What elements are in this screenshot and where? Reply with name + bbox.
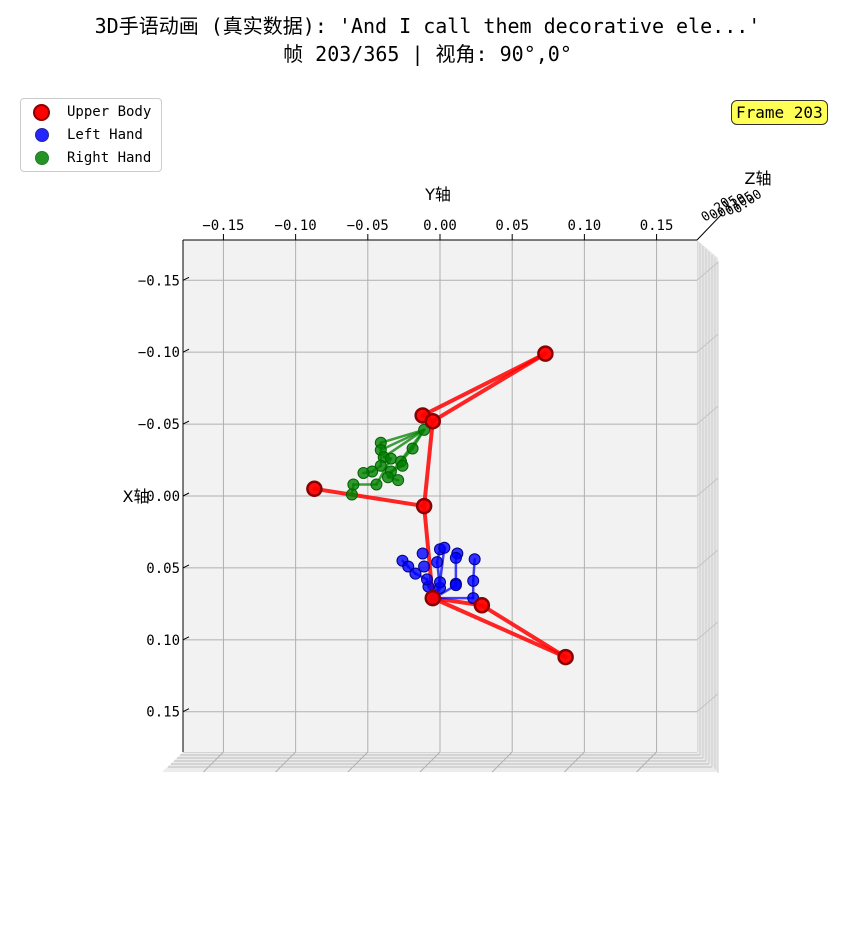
right-hand-bone <box>382 428 426 459</box>
right-hand-point <box>357 466 370 479</box>
y-tick-label: −0.15 <box>202 218 244 234</box>
x-tick-label: −0.15 <box>138 273 180 289</box>
legend-marker-left-hand <box>35 128 49 142</box>
x-tick-mark <box>182 420 190 425</box>
upper-body-point <box>424 589 442 607</box>
z-axis-label: Z轴 <box>745 169 772 188</box>
grid-line-side <box>696 621 719 641</box>
left-hand-point <box>434 576 446 589</box>
x-tick-label: 0.05 <box>146 561 180 577</box>
upper-body-point <box>557 648 574 666</box>
upper-body-bone <box>312 486 427 509</box>
grid-line-side <box>696 693 719 713</box>
chart-title-line-2: 帧 203/365 | 视角: 90°,0° <box>283 42 572 66</box>
left-hand-point <box>438 541 451 554</box>
data-points <box>306 345 574 666</box>
x-tick-label: −0.10 <box>138 345 180 361</box>
upper-body-point <box>306 480 323 498</box>
grid-line-bottom <box>203 751 224 773</box>
x-tick-label: 0.15 <box>146 705 180 721</box>
legend-item-right-hand: Right Hand <box>33 148 151 168</box>
x-tick-mark <box>182 492 190 497</box>
x-tick-label: −0.05 <box>138 417 180 433</box>
right-hand-point <box>382 471 395 484</box>
x-tick-label: 0.10 <box>146 633 180 649</box>
x-tick-mark <box>182 348 190 353</box>
right-hand-point <box>370 478 383 491</box>
legend-label-left-hand: Left Hand <box>67 127 143 143</box>
upper-body-bone <box>422 419 435 509</box>
legend: Upper Body Left Hand Right Hand <box>20 98 162 172</box>
legend-item-upper-body: Upper Body <box>33 102 151 122</box>
y-tick-label: 0.10 <box>568 218 602 234</box>
upper-body-bone <box>430 351 548 424</box>
right-hand-point <box>384 452 397 465</box>
x-axis-label: X轴 <box>123 487 150 506</box>
x-tick-mark <box>182 708 190 713</box>
y-axis-label: Y轴 <box>424 185 451 204</box>
frame-badge: Frame 203 <box>731 100 828 125</box>
y-tick-label: 0.15 <box>640 218 674 234</box>
x-tick-mark <box>182 564 190 569</box>
left-hand-point <box>431 556 444 569</box>
right-hand-bone <box>379 428 426 452</box>
x-tick-mark <box>182 276 190 281</box>
left-hand-point <box>421 573 434 586</box>
grid-line-bottom <box>275 751 296 773</box>
legend-label-upper-body: Upper Body <box>67 104 152 120</box>
upper-body-point <box>537 345 554 362</box>
left-hand-point <box>409 567 422 580</box>
right-hand-point <box>396 459 409 472</box>
right-hand-point <box>406 442 419 455</box>
grid-line-side <box>696 405 719 425</box>
grid-line-side <box>696 261 719 281</box>
y-tick-label: 0.00 <box>423 218 457 234</box>
side-pane <box>697 240 718 772</box>
left-hand-point <box>418 560 431 573</box>
right-hand-point <box>392 474 405 487</box>
left-hand-point <box>449 579 462 592</box>
right-hand-point <box>418 423 431 436</box>
chart-title-line-1: 3D手语动画 (真实数据): 'And I call them decorati… <box>94 14 761 38</box>
x-tick-label: 0.00 <box>146 489 180 505</box>
right-hand-point <box>345 488 358 501</box>
left-hand-point <box>467 574 480 587</box>
upper-body-bone <box>430 596 568 660</box>
grid-line-bottom <box>564 751 585 773</box>
y-tick-label: −0.05 <box>347 218 389 234</box>
y-tick-label: 0.05 <box>495 218 529 234</box>
tick-labels: −0.15 −0.10 −0.05 0.00 0.05 0.10 0.15 −0.15 −0.1… <box>138 187 765 721</box>
left-hand-point <box>416 547 429 560</box>
left-hand-point <box>468 553 481 566</box>
left-hand-point <box>449 551 462 564</box>
left-hand-point <box>402 560 415 573</box>
grid-line-bottom <box>636 751 657 773</box>
grid-line-side <box>696 333 719 353</box>
z-axis-line <box>696 213 723 241</box>
grid-line-bottom <box>419 751 441 773</box>
legend-marker-right-hand <box>35 151 49 165</box>
grid-line-bottom <box>491 751 513 773</box>
upper-body-point <box>424 412 442 430</box>
legend-label-right-hand: Right Hand <box>67 150 152 166</box>
right-hand-point <box>374 459 387 472</box>
right-hand-point <box>347 478 360 491</box>
x-tick-mark <box>182 636 190 641</box>
grid-line-bottom <box>347 751 369 773</box>
grid-line-side <box>696 477 719 497</box>
y-tick-label: −0.10 <box>275 218 317 234</box>
grid-line-side <box>696 549 719 569</box>
upper-body-point <box>415 497 433 515</box>
legend-item-left-hand: Left Hand <box>33 125 143 145</box>
upper-body-bone <box>479 603 568 660</box>
upper-body-point <box>473 597 491 614</box>
legend-marker-upper-body <box>33 103 50 121</box>
